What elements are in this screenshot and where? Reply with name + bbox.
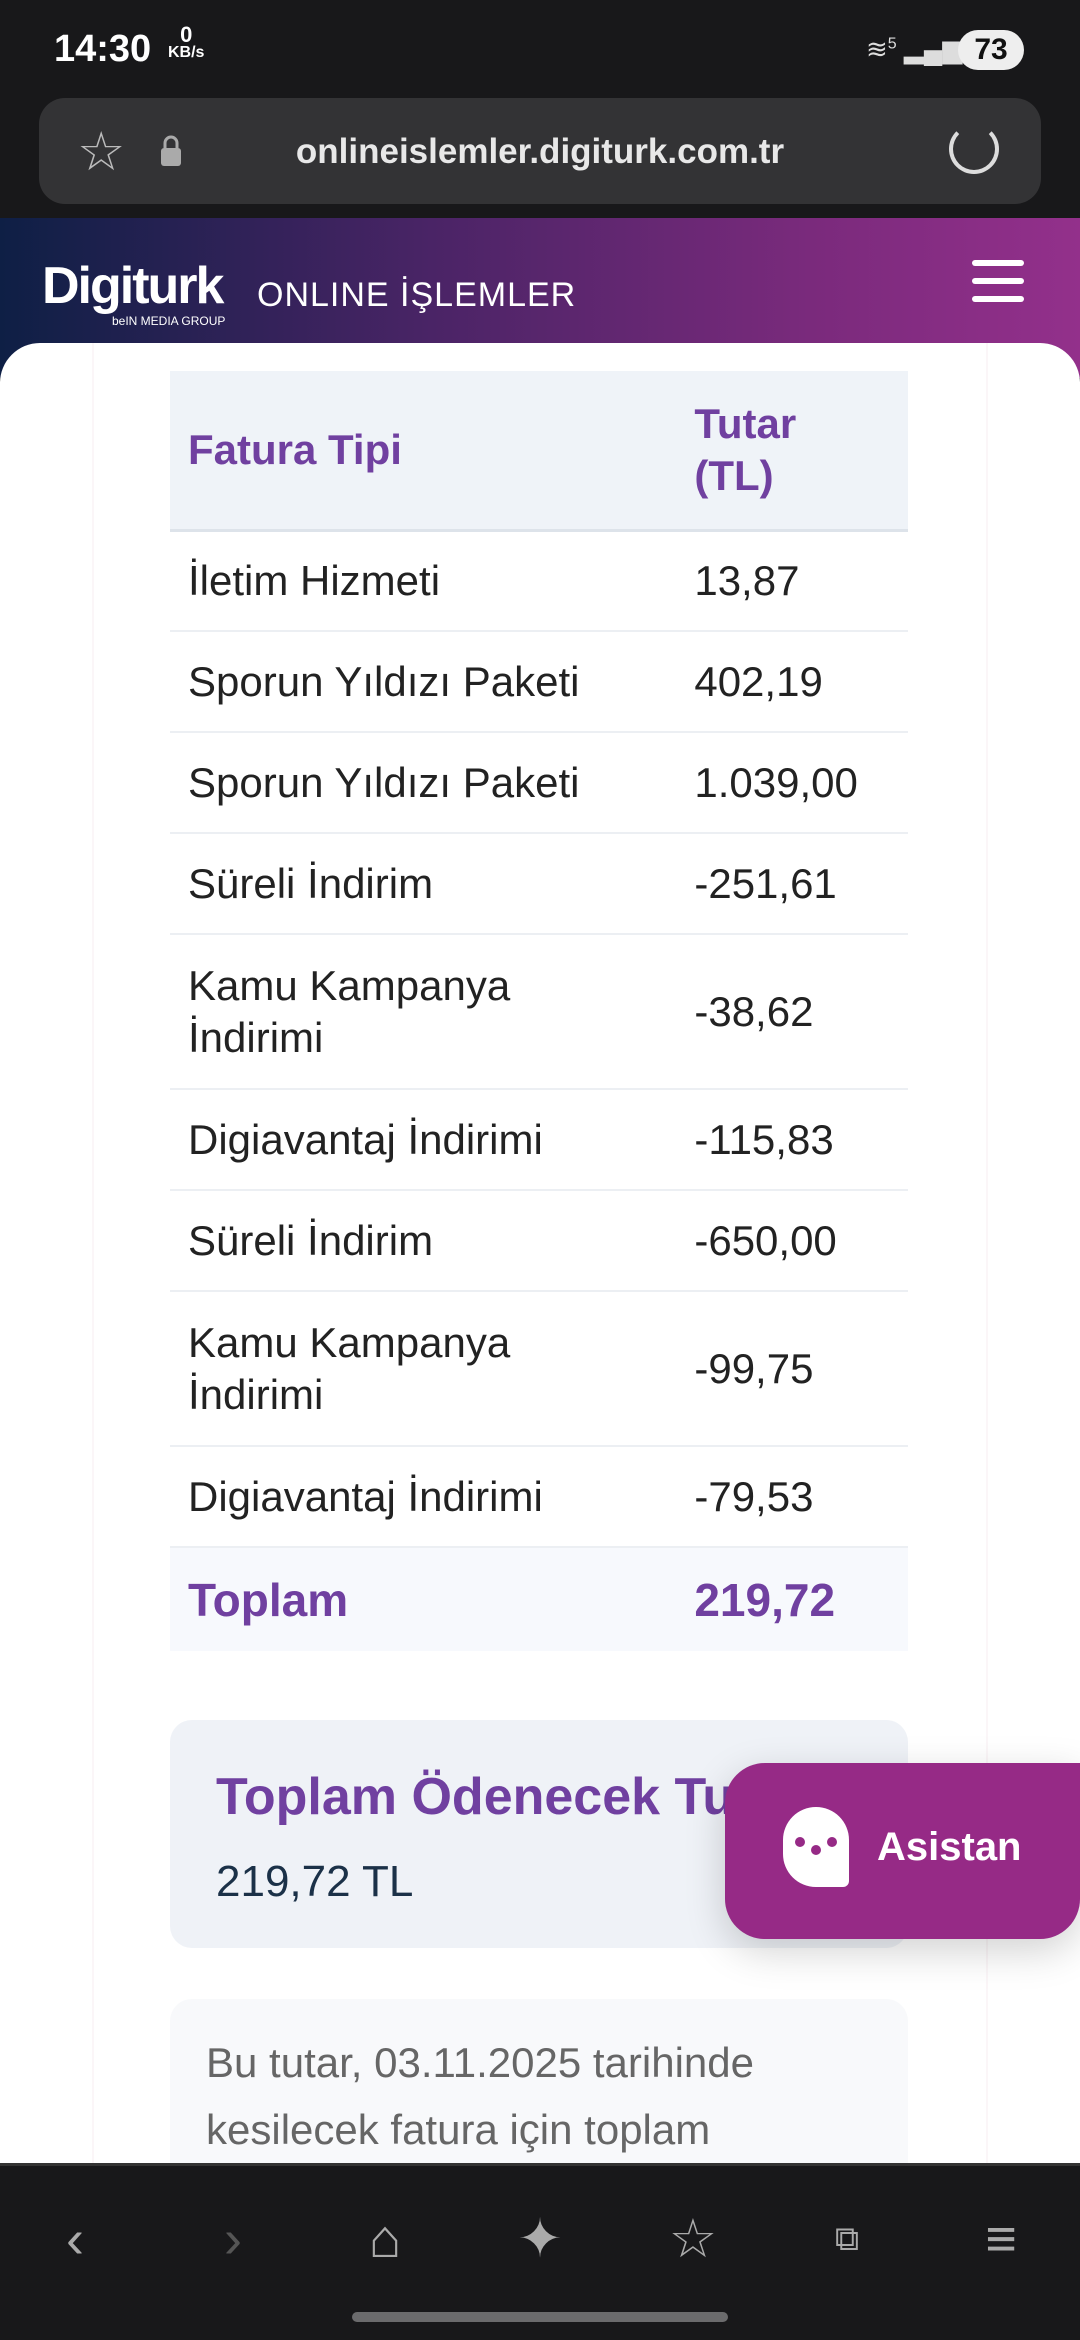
table-row: İletim Hizmeti 13,87 — [170, 530, 908, 632]
bookmark-star-icon[interactable]: ☆ — [77, 122, 126, 182]
back-icon[interactable]: ‹ — [66, 2209, 84, 2269]
assistant-ghost-icon — [783, 1807, 849, 1887]
battery-indicator: 73 — [958, 30, 1024, 70]
assistant-label: Asistan — [877, 1825, 1022, 1869]
home-icon[interactable]: ⌂ — [368, 2209, 402, 2269]
url-text[interactable]: onlineislemler.digiturk.com.tr — [295, 132, 785, 171]
address-bar[interactable]: ☆ onlineislemler.digiturk.com.tr — [39, 98, 1041, 204]
assistant-button[interactable]: Asistan — [725, 1763, 1080, 1939]
status-bar: 14:30 0 KB/s ≋5 ▂▄▆ 73 — [0, 0, 1080, 98]
wifi-signal-icon: ≋5 ▂▄▆ — [866, 34, 963, 64]
info-note: Bu tutar, 03.11.2025 tarihinde kesilecek… — [170, 1999, 908, 2163]
table-row: Kamu Kampanya İndirimi -38,62 — [170, 934, 908, 1090]
table-row: Süreli İndirim -251,61 — [170, 833, 908, 935]
menu-icon[interactable] — [972, 260, 1024, 302]
net-speed: 0 KB/s — [168, 22, 205, 62]
browser-bottom-nav: ‹ › ⌂ ✦ ☆ ⧉ ≡ — [0, 2163, 1080, 2340]
clock: 14:30 — [54, 28, 152, 70]
invoice-table: Fatura Tipi Tutar (TL) İletim Hizmeti 13,… — [170, 371, 908, 1651]
site-title: ONLINE İŞLEMLER — [257, 276, 577, 314]
menu-icon[interactable]: ≡ — [985, 2209, 1017, 2269]
table-row: Sporun Yıldızı Paketi 402,19 — [170, 631, 908, 733]
column-header-amount: Tutar (TL) — [676, 371, 908, 532]
table-row: Kamu Kampanya İndirimi -99,75 — [170, 1291, 908, 1447]
reload-icon[interactable] — [949, 124, 999, 174]
total-row: Toplam 219,72 — [170, 1547, 908, 1651]
table-row: Süreli İndirim -650,00 — [170, 1190, 908, 1292]
total-payable-value: 219,72 TL — [216, 1857, 414, 1906]
total-payable-label: Toplam Ödenecek Tutar: — [216, 1768, 818, 1826]
column-header-type: Fatura Tipi — [170, 371, 677, 532]
home-indicator[interactable] — [352, 2312, 728, 2322]
ai-sparkle-icon[interactable]: ✦ — [517, 2209, 563, 2269]
tabs-icon[interactable]: ⧉ — [834, 2220, 860, 2258]
lock-icon — [161, 135, 181, 166]
table-row: Sporun Yıldızı Paketi 1.039,00 — [170, 732, 908, 834]
digiturk-logo[interactable]: Digiturk beIN MEDIA GROUP — [42, 257, 226, 328]
forward-icon[interactable]: › — [224, 2209, 242, 2269]
table-row: Digiavantaj İndirimi -115,83 — [170, 1089, 908, 1191]
bookmarks-icon[interactable]: ☆ — [668, 2209, 718, 2269]
table-row: Digiavantaj İndirimi -79,53 — [170, 1446, 908, 1548]
